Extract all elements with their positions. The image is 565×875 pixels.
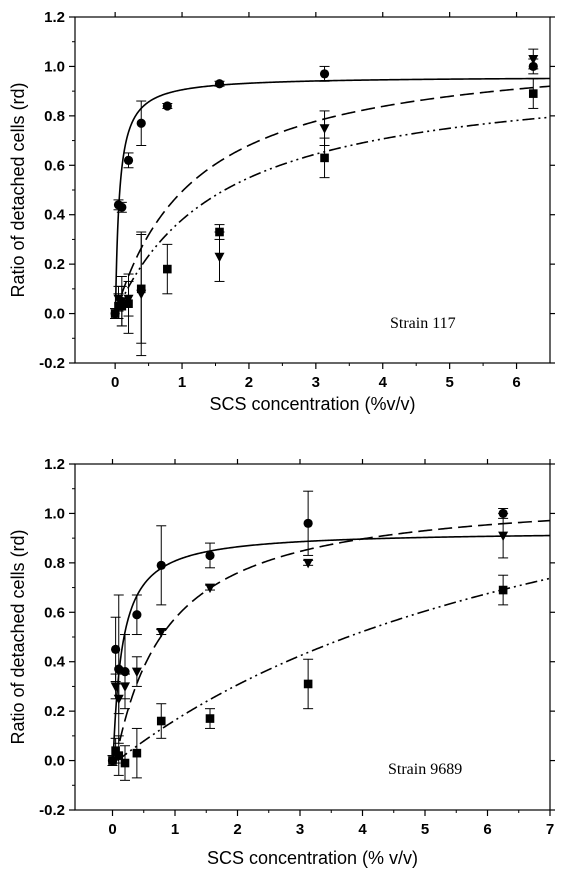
data-point-square — [205, 714, 215, 723]
data-point-triangle — [120, 682, 130, 692]
x-tick-label: 6 — [512, 374, 520, 391]
data-point-square — [124, 299, 133, 308]
data-point-square — [156, 716, 166, 726]
x-tick-label: 5 — [421, 821, 429, 838]
x-tick-label: 2 — [233, 821, 241, 838]
y-tick-label: 0.4 — [44, 207, 66, 224]
series-triangle-down — [110, 512, 550, 761]
series-triangle-down — [113, 48, 550, 357]
data-point-square — [111, 746, 120, 755]
series-circle — [107, 490, 550, 767]
y-tick-label: 1.0 — [44, 505, 65, 522]
data-point-circle — [319, 69, 330, 79]
data-point-circle — [303, 518, 313, 528]
fit-curve-solid — [112, 534, 550, 761]
data-point-square — [528, 89, 538, 98]
chart-1: -0.2 0.0 0.2 0.4 0.6 0.8 1.0 1.2 0 1 2 3 4 5 6 SCS conc… — [8, 9, 555, 414]
data-point-circle — [136, 118, 146, 128]
y-tick-label: 0.6 — [44, 157, 65, 174]
y-tick-label: -0.2 — [39, 802, 65, 819]
data-point-triangle — [319, 124, 330, 134]
data-point-circle — [214, 79, 225, 89]
y-tick-label: 0.8 — [44, 555, 65, 572]
data-point-triangle — [110, 682, 121, 692]
strain-annotation: Strain 9689 — [388, 761, 462, 778]
y-axis-title: Ratio of detached cells (rd) — [8, 82, 28, 297]
strain-annotation: Strain 117 — [390, 315, 456, 332]
y-tick-label: 0.6 — [44, 604, 65, 621]
data-point-square — [117, 301, 127, 311]
y-tick-label: 1.2 — [44, 9, 65, 26]
plot-frame — [74, 463, 551, 811]
chart-2: -0.2 0.0 0.2 0.4 0.6 0.8 1.0 1.2 0 1 2 3 4 5 6 7 SCS con… — [8, 456, 555, 868]
y-tick-label: 1.2 — [44, 456, 65, 473]
x-tick-label: 1 — [171, 821, 179, 838]
x-tick-label: 4 — [379, 374, 388, 391]
x-axis-title: SCS concentration (%v/v) — [209, 394, 415, 414]
data-point-square — [498, 585, 508, 595]
data-point-circle — [156, 560, 166, 570]
fit-curve-solid — [114, 77, 550, 314]
plot-frame — [74, 16, 551, 364]
x-tick-label: 3 — [296, 821, 304, 838]
y-tick-label: 0.2 — [44, 256, 65, 273]
series-circle — [110, 58, 550, 320]
x-tick-label: 5 — [445, 374, 453, 391]
x-tick-label: 6 — [483, 821, 491, 838]
data-point-square — [320, 153, 329, 163]
y-tick-label: 0.2 — [44, 703, 65, 720]
data-point-triangle — [156, 628, 167, 638]
data-point-triangle — [303, 558, 314, 569]
x-axis-title: SCS concentration (% v/v) — [207, 848, 418, 868]
x-tick-label: 0 — [108, 821, 116, 838]
x-tick-label: 2 — [245, 374, 253, 391]
data-point-triangle — [498, 531, 509, 542]
y-tick-label: 0.8 — [44, 108, 65, 125]
y-tick-label: 1.0 — [44, 58, 65, 75]
data-point-circle — [123, 155, 134, 165]
data-point-triangle — [528, 55, 539, 65]
data-point-circle — [117, 202, 127, 212]
data-point-square — [215, 227, 224, 237]
fit-curve-dash-dot-dot — [116, 577, 550, 762]
fit-curve-dash-dot-dot — [114, 116, 550, 314]
data-point-circle — [162, 101, 172, 111]
y-tick-label: 0.0 — [44, 753, 65, 770]
y-tick-label: -0.2 — [39, 355, 65, 372]
data-point-square — [110, 309, 120, 318]
x-tick-label: 4 — [358, 821, 367, 838]
series-square — [110, 78, 550, 344]
data-point-triangle — [214, 252, 225, 263]
data-point-circle — [111, 644, 121, 654]
data-point-square — [136, 284, 146, 294]
data-point-square — [163, 264, 172, 274]
y-tick-label: 0.4 — [44, 654, 66, 671]
data-point-triangle — [113, 694, 124, 705]
fit-curve-dashed — [114, 85, 550, 314]
x-tick-label: 7 — [546, 821, 554, 838]
x-tick-label: 0 — [111, 374, 119, 391]
data-point-square — [114, 751, 124, 760]
data-point-triangle — [205, 583, 215, 594]
data-point-circle — [205, 550, 215, 561]
data-point-triangle — [131, 667, 142, 678]
data-point-circle — [132, 610, 142, 620]
y-axis-title: Ratio of detached cells (rd) — [8, 529, 28, 744]
fit-curve-dashed — [114, 519, 550, 761]
data-point-square — [120, 758, 130, 768]
data-point-square — [303, 679, 313, 689]
x-tick-label: 1 — [178, 374, 186, 391]
x-tick-label: 3 — [312, 374, 320, 391]
data-point-square — [132, 748, 142, 758]
series-square — [107, 574, 550, 781]
data-point-square — [108, 756, 117, 765]
y-tick-label: 0.0 — [44, 306, 65, 323]
